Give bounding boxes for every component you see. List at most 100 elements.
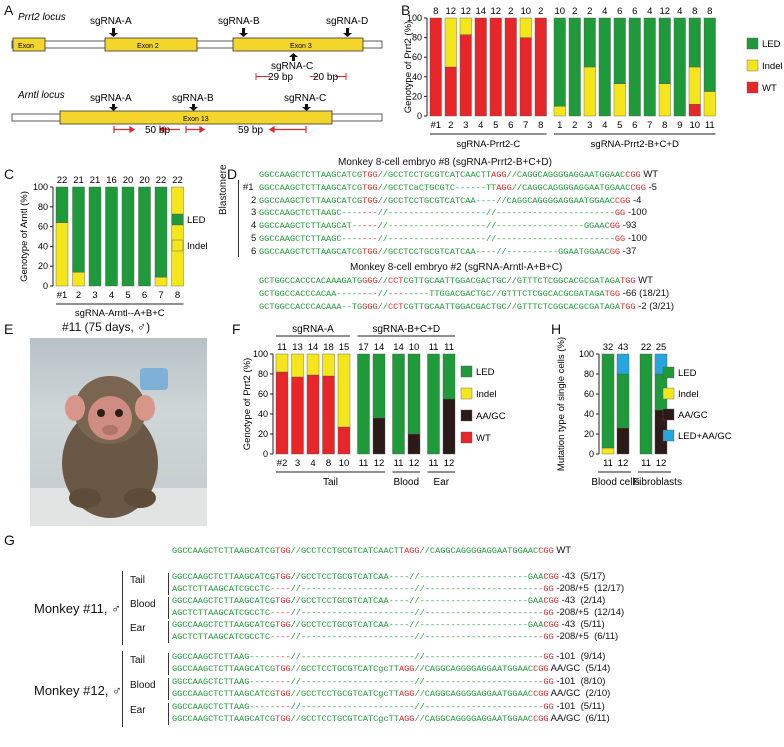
bar-segment-indel [553, 105, 566, 117]
d-seq-row-arntl: GCTGGCCACCCACAA--------//--------TTGGACG… [259, 288, 669, 299]
tissue-bracket [168, 703, 169, 725]
x-tick-label: 4 [602, 120, 607, 131]
legend-label: LED+AA/GC [678, 431, 732, 442]
seq-segment: GG [543, 632, 554, 642]
seq-segment: //GCCTCCTGCGTCATCAACTT [290, 546, 405, 556]
g-seq-row-m11: AGCTCTTAAGCATCGCCTC----//---------------… [172, 607, 625, 619]
seq-segment: //------------------- [377, 234, 486, 244]
bar-segment-led [72, 186, 85, 273]
bar-segment-led [553, 17, 566, 107]
bar-count-label: 14 [374, 342, 385, 353]
x-tick-label: 4 [478, 120, 483, 131]
bar-segment-led [357, 353, 370, 455]
tissue-bracket [168, 653, 169, 675]
seq-segment: GGG [362, 301, 378, 312]
seq-segment: TGG [604, 288, 621, 299]
legend-label: Indel [476, 389, 497, 400]
bar-segment-indel [688, 66, 701, 105]
bar-count-label: 2 [587, 6, 592, 17]
x-tick-label: 11 [429, 458, 439, 469]
y-tick-label: 40 [38, 241, 48, 251]
bar-segment-wt [444, 66, 457, 117]
tissue-bracket [168, 621, 169, 643]
bar-count-label: 22 [156, 175, 167, 186]
x-tick-label: #2 [277, 458, 288, 469]
seq-segment: -----TTGGACGACTGC//GTTTCTCGGCACGCGATAGA [403, 288, 605, 299]
x-tick-label: #1 [430, 120, 441, 131]
x-tick-label: 7 [158, 290, 163, 301]
bar-segment-indel [658, 83, 671, 117]
seq-annotation: -208/+5 (12/14) [553, 607, 625, 618]
bar-count-label: 8 [692, 6, 697, 17]
panel-letter-b: B [401, 2, 411, 18]
seq-segment: GGCCAAGCTCTTAAGCATCG [172, 689, 276, 700]
bar-segment-indel [322, 353, 335, 377]
x-tick-label: 12 [374, 458, 385, 469]
bar-count-label: 43 [618, 342, 629, 353]
seq-segment: CGG [533, 664, 549, 675]
seq-segment: CGG [533, 714, 549, 724]
d-seq-row-arntl: GCTGGCCACCCACAAA--TGGGG//CCTCGTTGCAATTGG… [259, 301, 674, 312]
seq-segment: //GCCTCCTGCGTCATCAA----// [290, 596, 420, 606]
tissue-label: Ear [130, 705, 146, 716]
legend-label: AA/GC [678, 410, 708, 421]
seq-segment: //GCCTCCTGCGTCATCgcTT [290, 689, 399, 700]
seq-segment: GG [543, 608, 554, 618]
bar-segment-led [583, 17, 596, 68]
seq-segment: //CAGGCAGGGGAGGAATGGAAC [414, 664, 534, 675]
seq-segment: //-----------------GGAAC [485, 221, 610, 232]
legend-label: WT [762, 83, 777, 94]
x-tick-label: 2 [76, 290, 81, 301]
x-tick-label: 10 [689, 120, 700, 131]
seq-segment: GGCCAAGCTCTTAAGCAT-- [259, 221, 363, 232]
monkey-bracket [122, 571, 123, 645]
bar-segment-indel [459, 17, 472, 35]
prrt2-dist-29bp: 29 bp [268, 72, 293, 83]
seq-segment: GGG [362, 276, 378, 286]
seq-segment: //------------------- [377, 208, 486, 219]
seq-segment: //----------------------// [290, 608, 425, 618]
legend-label: WT [476, 433, 491, 444]
bar-segment-wt [306, 374, 320, 455]
bar-segment-indel [154, 276, 168, 287]
seq-annotation: -101 (8/10) [553, 675, 606, 687]
bar-segment-led [688, 17, 701, 68]
seq-segment: GGCCAAGCTCTTAAGCATCG [259, 195, 363, 206]
bar-segment-led [55, 186, 69, 223]
seq-segment: //CAGGCAGGGGAGGAATGGAAC [414, 689, 534, 700]
x-tick-label: 8 [326, 458, 331, 469]
bar-segment-led [601, 353, 615, 449]
seq-segment: GGCCAAGCTCTTAAGC---- [259, 234, 363, 244]
bar-segment-led [392, 353, 405, 455]
seq-segment: GGCCAAGCTCTTAAG----- [172, 652, 276, 662]
seq-segment: //CAGGCAGGGGAGGAATGGAAC [414, 714, 534, 724]
seq-segment: //CAGGCAGGGGAGGAATGGAAC [419, 546, 539, 556]
seq-segment: GG [609, 246, 621, 257]
legend-swatch [662, 366, 675, 379]
prrt2-exon1 [12, 37, 46, 52]
x-tick-label: 7 [523, 120, 528, 131]
monkey-bracket [122, 651, 123, 727]
bar-count-label: 4 [677, 6, 682, 17]
seq-segment: // [377, 276, 388, 286]
seq-segment: //GCCTCCTGCGTCATCgcTT [290, 714, 399, 724]
arntl-sgrna-c-label: sgRNA-C [284, 93, 326, 104]
prrt2-exon3-label: Exon 3 [290, 43, 312, 50]
seq-segment: GGCCAAGCTCTTAAGCATCG [172, 572, 276, 582]
y-tick-label: 80 [258, 369, 268, 379]
panel-letter-c: C [4, 166, 15, 182]
arntl-dist-50bp: 50 bp [145, 125, 170, 136]
y-tick-label: 100 [253, 349, 268, 359]
seq-segment: --- [275, 584, 291, 594]
seq-segment: //------------------- [377, 221, 486, 232]
bar-segment-wt [489, 17, 502, 117]
g-seq-row-m12: GGCCAAGCTCTTAAG--------//---------------… [172, 652, 605, 663]
blastomere-index: 5 [251, 233, 257, 244]
bar-segment-led [643, 17, 656, 117]
seq-segment: TGG [275, 664, 291, 675]
seq-segment: ----------------------- [424, 584, 544, 594]
bar-segment-ledaagc [616, 353, 630, 375]
seq-segment: ---------------------GAA [419, 572, 544, 582]
group-label-c: sgRNA-Prrt2-C [456, 139, 520, 150]
